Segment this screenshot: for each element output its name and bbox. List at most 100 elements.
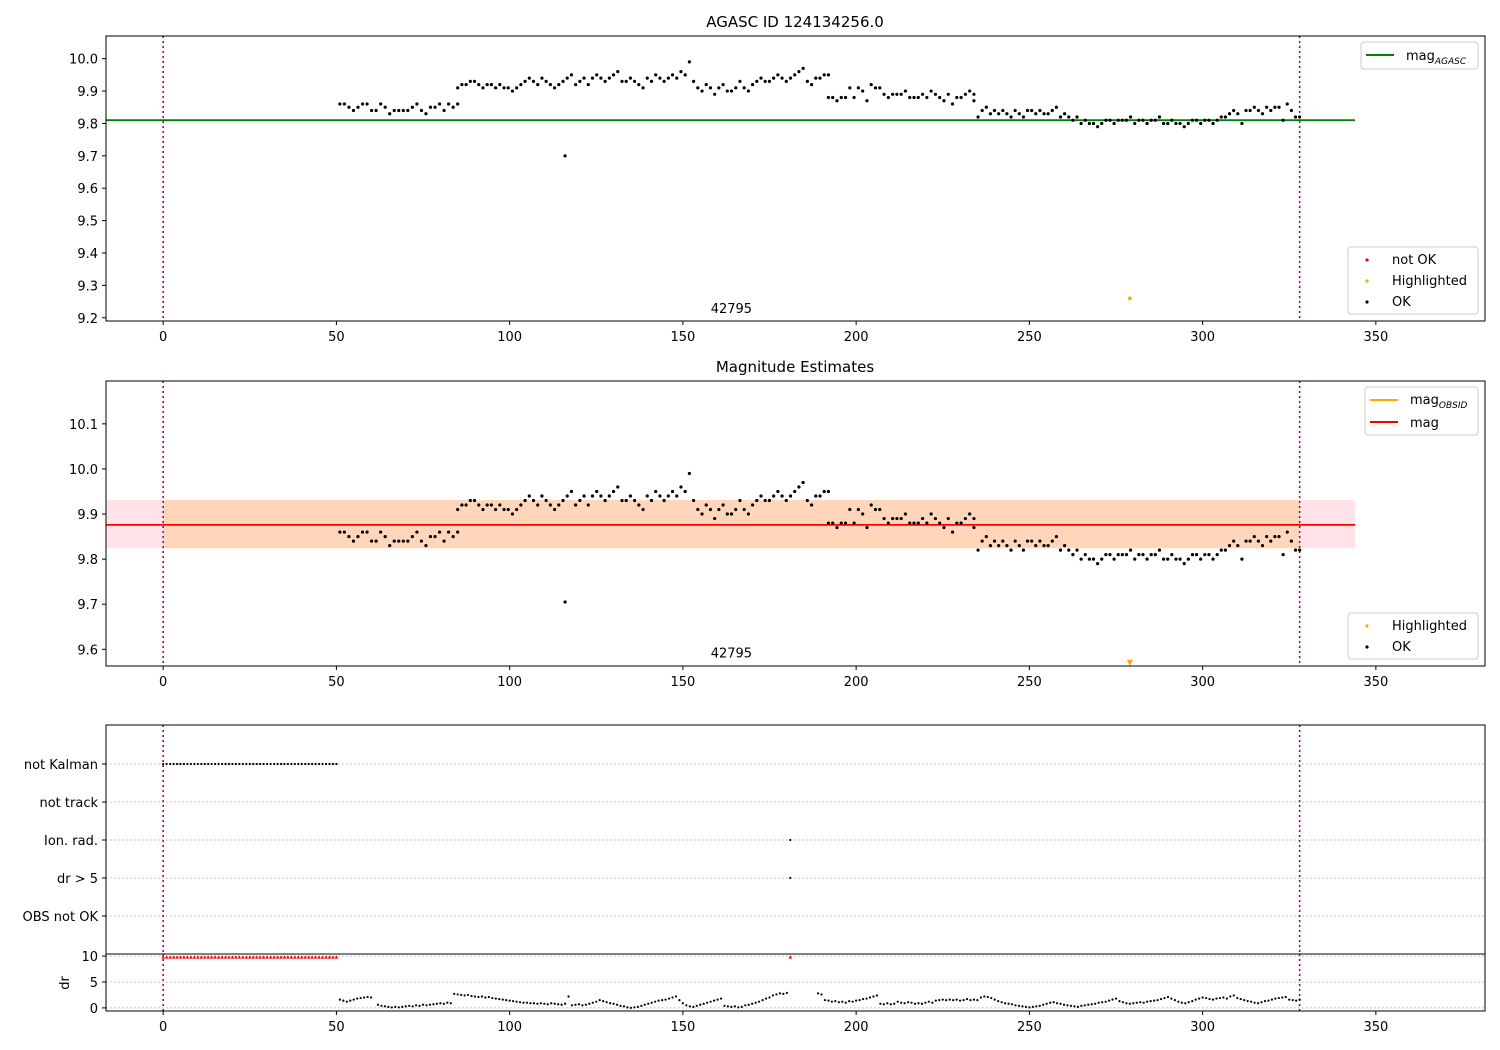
p1-point-41 [515,86,519,90]
p2-xtick-label-5: 250 [1017,675,1042,690]
p1-point-82 [687,60,691,64]
p4-dr-point-117 [747,1003,750,1006]
p2-point-121 [848,507,852,512]
p4-dr-point-79 [615,1003,619,1006]
p4-dr-point-37 [470,994,473,998]
p2-point-21 [433,534,437,539]
p2-point-192 [1141,553,1145,557]
p2-xtick-label-6: 300 [1190,675,1215,690]
p1-point-26 [456,102,460,106]
p4-dr-point-74 [598,999,601,1002]
p4-dr-point-27 [435,1002,438,1005]
p1-point-10 [383,105,387,109]
p4-clipped-marker-11 [199,955,204,959]
p4-clipped-marker-2 [168,955,172,959]
p1-point-69 [633,79,637,83]
p4-clipped-marker-15 [213,955,217,959]
p3-flag-point-29 [262,762,265,766]
p4-dr-point-105 [706,1001,709,1004]
p1-point-177 [1079,121,1083,126]
p1-xtick-label-5: 250 [1017,330,1042,345]
p4-dr-point-157 [913,1002,917,1005]
p2-point-19 [424,543,428,548]
p4-dr-point-263 [1281,996,1284,999]
p2-point-147 [959,521,963,525]
p4-dr-point-76 [605,1001,608,1004]
p3-category-label-2: Ion. rad. [44,834,98,849]
p2-point-186 [1116,553,1120,557]
p3-flag-point-16 [217,762,220,766]
panel-flags-plot-area: not Kalman not track Ion. rad. dr > 5 OBS no… [23,725,1485,954]
p2-point-128 [878,507,882,512]
p2-point-172 [1058,548,1063,552]
p4-dr-point-268 [1298,998,1301,1001]
p1-point-221 [1260,112,1265,116]
p1-point-63 [607,76,611,80]
p4-dr-point-221 [1135,1001,1138,1004]
p4-dr-point-100 [688,1005,691,1008]
p2-point-55 [574,503,578,507]
p1-point-37 [498,82,502,87]
p4-dr-point-87 [643,1003,646,1006]
p4-dr-point-249 [1232,994,1235,997]
p2-xtick-label-2: 100 [497,675,522,690]
p4-dr-point-49 [512,1000,515,1003]
p3-flag-point-35 [283,762,286,766]
p2-point-3 [351,539,356,543]
p2-point-4 [356,534,360,539]
p2-point-215 [1236,543,1240,548]
p1-ytick-label-5: 9.7 [77,150,98,165]
p4-dr-point-266 [1291,999,1294,1002]
p4-dr-point-159 [920,1002,924,1005]
p4-dr-point-234 [1180,1001,1183,1004]
p1-point-127 [873,86,878,90]
p2-point-48 [544,498,548,503]
p1-point-193 [1145,121,1149,126]
p4-dr-point-220 [1132,1002,1135,1005]
p2-point-201 [1178,557,1182,561]
p4-dr-point-254 [1250,1000,1253,1003]
p2-point-70 [637,503,641,507]
p1-xtick-label-6: 300 [1190,330,1215,345]
p1-xtick-label-4: 200 [844,330,869,345]
p4-dr-point-125 [775,993,778,996]
p2-point-65 [616,485,620,489]
p1-point-44 [527,76,531,80]
p4-dr-point-135 [837,1001,840,1004]
p1-point-220 [1256,108,1261,113]
p1-point-191 [1137,118,1141,122]
p2-point-67 [624,498,628,503]
p1-point-185 [1112,121,1116,126]
p4-dr-point-259 [1267,999,1270,1002]
p4-dr-point-260 [1270,998,1274,1001]
panel-estimates-plot-area: 0 50 100 150 200 250 300 350 9.6 9.7 9.8 9.9 10.0 10.… [69,381,1388,690]
p2-point-175 [1071,553,1075,557]
p2-point-52 [561,498,565,503]
p4-dr-point-241 [1204,996,1208,1000]
p4-dr-point-3 [349,999,352,1002]
p4-dr-point-246 [1222,996,1225,999]
p4-dr-point-69 [581,1004,584,1007]
p4-dr-point-202 [1069,1004,1073,1007]
p1-point-33 [481,86,485,90]
p4-dr-point-40 [480,995,484,998]
p1-xtick-label-7: 350 [1363,330,1388,345]
p2-point-49 [548,503,552,507]
p2-point-190 [1133,557,1137,561]
p1-ytick-label-2: 9.4 [77,247,98,262]
p1-point-179 [1087,121,1091,126]
p2-point-63 [607,494,611,498]
p1-point-146 [955,95,959,100]
p4-dr-point-204 [1076,1005,1079,1008]
p2-point-107 [793,489,797,494]
p2-point-78 [670,489,675,494]
p1-point-167 [1038,108,1042,113]
p2-point-177 [1079,557,1083,561]
p4-dr-point-58 [543,1002,546,1005]
p4-clipped-marker-1 [164,955,169,959]
p4-dr-point-73 [595,1000,598,1003]
p4-dr-point-112 [730,1005,733,1008]
p4-clipped-marker-30 [265,955,269,959]
p3-flag-point-20 [231,762,234,766]
p4-dr-point-118 [751,1002,754,1005]
